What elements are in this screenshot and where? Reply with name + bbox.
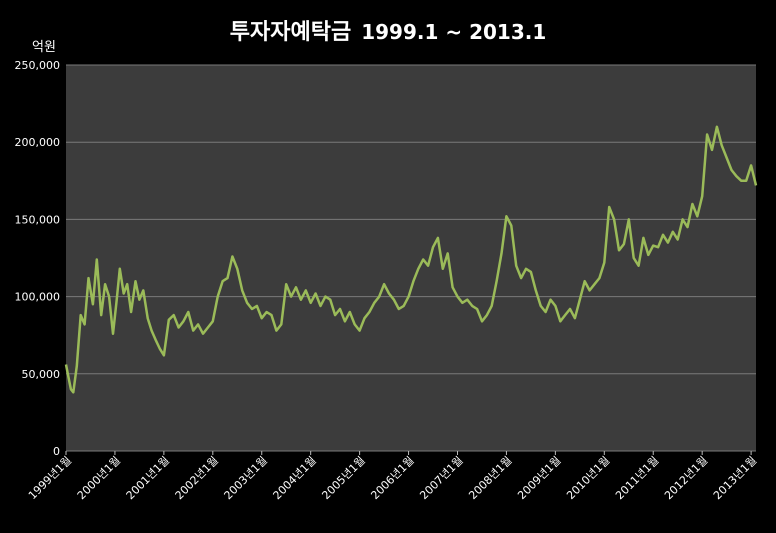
x-axis-ticks: 1999년1월 2000년1월 2001년1월 2002년1월 2003년1월 2004년…: [26, 451, 759, 502]
x-tick-label: 2003년1월: [222, 454, 270, 502]
y-tick-label: 0: [53, 445, 60, 458]
series-line-0: [64, 125, 758, 394]
chart-title: 투자자예탁금 1999.1 ~ 2013.1: [0, 14, 776, 46]
x-tick-label: 2004년1월: [271, 454, 319, 502]
x-tick-label: 2005년1월: [319, 454, 367, 502]
x-tick-label: 2009년1월: [515, 454, 563, 502]
y-axis-ticks: 0 50,000 100,000 150,000 200,000 250,000: [15, 59, 61, 458]
x-tick-label: 2011년1월: [613, 454, 661, 502]
grid-lines: [66, 64, 756, 452]
x-tick-label: 2007년1월: [417, 454, 465, 502]
series-group: [64, 125, 758, 394]
x-tick-label: 2012년1월: [662, 454, 710, 502]
x-tick-label: 2010년1월: [564, 454, 612, 502]
y-tick-label: 100,000: [15, 291, 61, 304]
x-tick-label: 2006년1월: [368, 454, 416, 502]
x-tick-label: 2008년1월: [466, 454, 514, 502]
x-tick-label: 2013년1월: [711, 454, 759, 502]
y-tick-label: 250,000: [15, 59, 61, 72]
plot-area: [66, 65, 756, 451]
chart-subtitle: 1999.1 ~ 2013.1: [361, 20, 547, 44]
chart-title-main: 투자자예탁금: [229, 20, 352, 45]
x-tick-label: 2000년1월: [75, 454, 123, 502]
y-tick-label: 200,000: [15, 136, 61, 149]
x-tick-label: 2002년1월: [173, 454, 221, 502]
x-tick-label: 2001년1월: [124, 454, 172, 502]
y-tick-label: 150,000: [15, 213, 61, 226]
y-axis-label: 억원: [32, 40, 56, 55]
x-tick-label: 1999년1월: [26, 454, 74, 502]
y-tick-label: 50,000: [22, 368, 61, 381]
